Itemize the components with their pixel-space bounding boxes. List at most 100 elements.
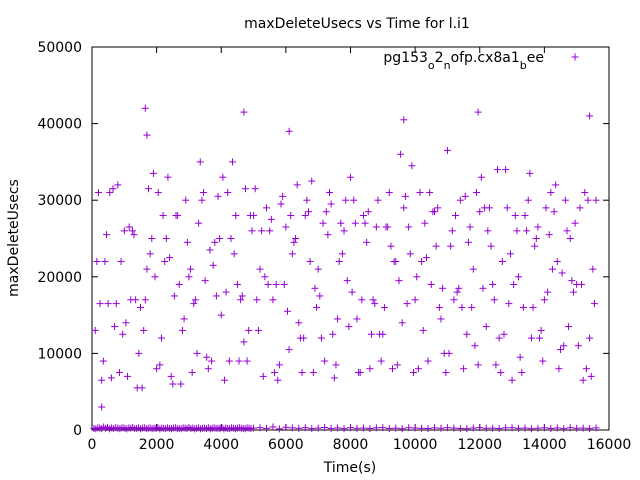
data-point bbox=[334, 424, 342, 432]
data-point bbox=[99, 357, 107, 365]
data-point bbox=[303, 196, 311, 204]
data-point bbox=[389, 365, 397, 373]
data-point bbox=[469, 265, 477, 273]
data-point bbox=[529, 303, 537, 311]
data-point bbox=[180, 315, 188, 323]
data-point bbox=[157, 334, 165, 342]
data-point bbox=[293, 181, 301, 189]
data-point bbox=[511, 212, 519, 220]
data-point bbox=[104, 300, 112, 308]
data-point bbox=[175, 280, 183, 288]
data-point bbox=[592, 424, 600, 432]
data-point bbox=[490, 296, 498, 304]
data-point bbox=[536, 334, 544, 342]
data-point bbox=[471, 342, 479, 350]
data-point bbox=[141, 296, 149, 304]
data-point bbox=[553, 424, 561, 432]
data-point bbox=[463, 425, 471, 433]
data-point bbox=[568, 277, 576, 285]
data-point bbox=[353, 315, 361, 323]
data-point bbox=[427, 280, 435, 288]
data-point bbox=[233, 280, 241, 288]
data-point bbox=[190, 300, 198, 308]
data-point bbox=[566, 235, 574, 242]
data-point bbox=[287, 212, 295, 220]
data-point bbox=[374, 196, 382, 204]
x-tick-label: 2000 bbox=[139, 437, 175, 453]
data-point bbox=[191, 296, 199, 304]
data-point bbox=[211, 238, 219, 246]
data-point bbox=[410, 369, 418, 377]
data-point bbox=[162, 235, 170, 242]
data-point bbox=[245, 326, 253, 334]
data-point bbox=[120, 227, 128, 235]
data-point bbox=[114, 181, 122, 189]
data-point bbox=[279, 192, 287, 200]
data-point bbox=[401, 192, 409, 200]
data-point bbox=[253, 296, 261, 304]
data-point bbox=[282, 423, 290, 431]
data-point bbox=[461, 192, 469, 200]
data-point bbox=[321, 423, 329, 431]
data-point bbox=[443, 146, 451, 154]
data-point bbox=[460, 365, 468, 373]
data-point bbox=[432, 242, 440, 250]
data-point bbox=[340, 227, 348, 235]
data-point bbox=[506, 250, 514, 258]
data-point bbox=[301, 212, 309, 220]
x-axis: 0 2000 4000 6000 8000 10000 12000 14000 16000 bbox=[88, 47, 631, 453]
data-point bbox=[334, 315, 342, 323]
data-point bbox=[355, 369, 363, 377]
data-point bbox=[103, 231, 111, 239]
data-point bbox=[285, 127, 293, 135]
data-point bbox=[232, 212, 240, 220]
data-point bbox=[256, 265, 264, 273]
data-point bbox=[387, 242, 395, 250]
data-point bbox=[400, 116, 408, 124]
data-point bbox=[101, 257, 109, 265]
data-point bbox=[531, 242, 539, 250]
data-point bbox=[508, 376, 516, 384]
data-point bbox=[127, 296, 135, 304]
data-point bbox=[143, 131, 151, 139]
data-point bbox=[574, 342, 582, 350]
data-point bbox=[264, 280, 272, 288]
data-point bbox=[182, 196, 190, 204]
data-point bbox=[584, 196, 592, 204]
data-point bbox=[292, 235, 300, 242]
data-point bbox=[198, 196, 206, 204]
data-point bbox=[521, 212, 529, 220]
data-point bbox=[140, 326, 148, 334]
data-point bbox=[251, 185, 259, 193]
data-point bbox=[385, 189, 393, 197]
data-point bbox=[295, 424, 303, 432]
data-point bbox=[497, 369, 505, 377]
y-tick-label: 30000 bbox=[37, 193, 82, 209]
data-point bbox=[537, 326, 545, 334]
data-point bbox=[98, 403, 106, 411]
data-point bbox=[348, 288, 356, 296]
data-point bbox=[466, 223, 474, 231]
data-point bbox=[258, 227, 266, 235]
data-point bbox=[327, 200, 335, 208]
data-point bbox=[468, 303, 476, 311]
data-point bbox=[492, 361, 500, 369]
data-point bbox=[353, 424, 361, 432]
data-point bbox=[301, 424, 309, 432]
data-point bbox=[569, 288, 577, 296]
data-point bbox=[212, 292, 220, 300]
data-point bbox=[364, 208, 372, 216]
data-point bbox=[345, 323, 353, 331]
data-point bbox=[560, 425, 568, 433]
data-point bbox=[128, 227, 136, 235]
data-point bbox=[145, 185, 153, 193]
x-tick-label: 8000 bbox=[333, 437, 369, 453]
data-point bbox=[330, 374, 338, 382]
x-tick-label: 6000 bbox=[268, 437, 304, 453]
data-point bbox=[340, 425, 348, 433]
data-point bbox=[418, 424, 426, 432]
data-point bbox=[295, 319, 303, 327]
data-point bbox=[117, 257, 125, 265]
data-point bbox=[317, 334, 325, 342]
data-point bbox=[527, 334, 535, 342]
